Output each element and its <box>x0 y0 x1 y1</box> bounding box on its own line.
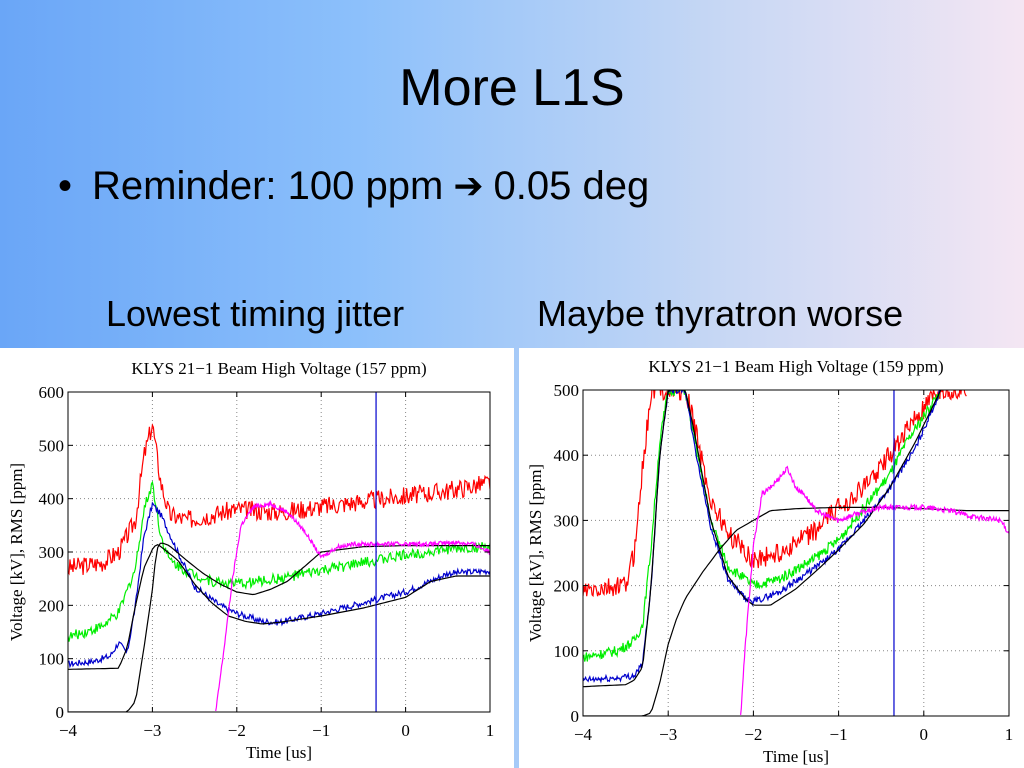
series-line <box>68 423 490 576</box>
y-axis-label: Voltage [kV], RMS [ppm] <box>526 464 545 642</box>
caption-right: Maybe thyratron worse <box>537 293 904 334</box>
y-tick-label: 0 <box>56 703 65 722</box>
x-axis-label: Time [us] <box>246 743 312 762</box>
plot-frame <box>67 391 491 713</box>
x-tick-label: −1 <box>830 725 848 744</box>
y-tick-label: 400 <box>554 446 580 465</box>
y-tick-label: 300 <box>39 543 65 562</box>
x-axis-label: Time [us] <box>763 747 829 766</box>
chart-left: KLYS 21−1 Beam High Voltage (157 ppm) −4 −… <box>7 359 495 762</box>
series-line <box>583 506 1009 716</box>
x-tick-label: 0 <box>401 721 410 740</box>
caption-left: Lowest timing jitter <box>106 293 405 334</box>
chart-panel-right: KLYS 21−1 Beam High Voltage (159 ppm) −4 −… <box>519 348 1024 768</box>
y-tick-label: 100 <box>554 642 580 661</box>
x-tick-label: 1 <box>486 721 495 740</box>
slide-title: More L1S <box>399 59 625 117</box>
chart-panel-left: KLYS 21−1 Beam High Voltage (157 ppm) −4 −… <box>0 348 514 768</box>
y-tick-label: 100 <box>39 650 65 669</box>
y-axis-label: Voltage [kV], RMS [ppm] <box>7 463 26 641</box>
plot-frame <box>582 389 1010 717</box>
x-tick-label: 0 <box>920 725 929 744</box>
y-tick-label: 400 <box>39 490 65 509</box>
chart-title: KLYS 21−1 Beam High Voltage (157 ppm) <box>131 359 426 378</box>
bullet-item: • Reminder: 100 ppm ➔ 0.05 deg <box>58 166 649 206</box>
series-line <box>583 390 967 598</box>
series-line <box>68 480 490 642</box>
bullet-text-prefix: Reminder: 100 ppm <box>92 164 444 208</box>
chart-right: KLYS 21−1 Beam High Voltage (159 ppm) −4 −… <box>526 357 1014 766</box>
series-line <box>583 390 942 688</box>
bullet-dot-icon: • <box>58 164 73 208</box>
series-line <box>215 499 490 712</box>
right-arrow-icon: ➔ <box>453 165 484 206</box>
x-tick-label: −2 <box>228 721 246 740</box>
x-tick-label: −3 <box>659 725 677 744</box>
y-tick-label: 200 <box>39 596 65 615</box>
chart-title: KLYS 21−1 Beam High Voltage (159 ppm) <box>648 357 943 376</box>
y-tick-label: 200 <box>554 577 580 596</box>
x-tick-label: −3 <box>143 721 161 740</box>
x-tick-label: −1 <box>312 721 330 740</box>
series-line <box>583 390 941 662</box>
x-tick-label: −4 <box>59 721 78 740</box>
y-tick-label: 500 <box>554 381 580 400</box>
x-tick-label: −2 <box>744 725 762 744</box>
y-tick-label: 600 <box>39 383 65 402</box>
bullet-text-suffix: 0.05 deg <box>493 164 650 208</box>
y-tick-label: 0 <box>571 707 580 726</box>
x-tick-label: −4 <box>574 725 593 744</box>
x-tick-label: 1 <box>1005 725 1014 744</box>
series-line <box>740 465 1009 715</box>
y-tick-label: 300 <box>554 511 580 530</box>
series-line <box>68 544 490 670</box>
y-tick-label: 500 <box>39 436 65 455</box>
